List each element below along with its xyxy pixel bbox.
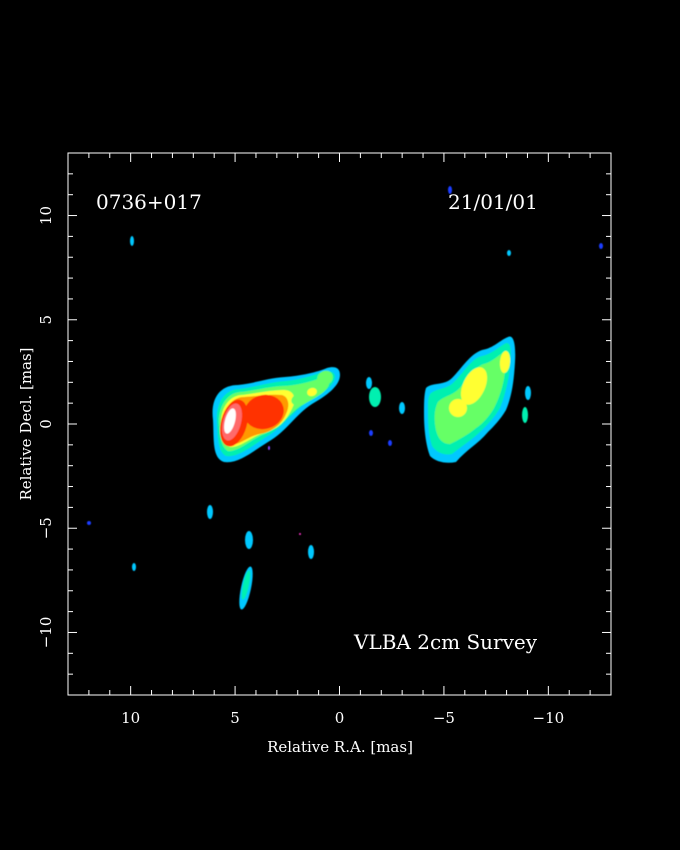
emission-speck (448, 186, 452, 194)
emission-speck (369, 387, 381, 407)
source-label: 0736+017 (96, 190, 202, 214)
x-tick-label: −5 (433, 709, 455, 727)
axis-ticks (67, 152, 612, 696)
x-tick-labels: 10 5 0 −5 −10 (121, 709, 564, 727)
jet-knot-yellow (307, 387, 317, 397)
x-axis-label: Relative R.A. [mas] (267, 738, 413, 756)
south-feature-teal (241, 570, 251, 600)
y-tick-label: −5 (37, 517, 55, 539)
emission-speck (87, 521, 91, 525)
jet-knot-green (291, 392, 309, 406)
x-tick-label: 0 (335, 709, 345, 727)
emission-map (87, 186, 603, 610)
y-tick-labels: 10 5 0 −5 −10 (37, 206, 55, 648)
x-tick-label: 5 (230, 709, 240, 727)
core-white (224, 408, 236, 434)
y-tick-label: 0 (37, 419, 55, 429)
y-tick-label: −10 (37, 617, 55, 649)
emission-speck (299, 533, 301, 535)
outer-knot-yellow (499, 351, 511, 373)
lobe-yellow (460, 367, 488, 405)
emission-speck (369, 430, 373, 436)
emission-speck (132, 563, 136, 571)
emission-speck (522, 407, 528, 423)
lobe-yellow-2 (449, 399, 467, 417)
emission-speck (366, 377, 372, 389)
emission-speck (525, 386, 531, 400)
x-tick-label: 10 (121, 709, 140, 727)
emission-speck (507, 250, 511, 256)
emission-speck (268, 446, 270, 450)
emission-speck (399, 402, 405, 414)
emission-speck (388, 440, 392, 446)
survey-label: VLBA 2cm Survey (353, 630, 538, 654)
date-label: 21/01/01 (448, 190, 538, 214)
plot-frame (67, 152, 612, 696)
component-red (244, 394, 284, 430)
y-axis-label: Relative Decl. [mas] (17, 347, 35, 500)
jet-tail-green (317, 370, 333, 386)
x-tick-label: −10 (533, 709, 565, 727)
y-tick-label: 10 (37, 206, 55, 225)
emission-speck (308, 545, 314, 559)
emission-speck (130, 236, 134, 246)
emission-speck (245, 531, 253, 549)
emission-speck (207, 505, 213, 519)
y-tick-label: 5 (37, 315, 55, 325)
emission-speck (599, 243, 603, 249)
